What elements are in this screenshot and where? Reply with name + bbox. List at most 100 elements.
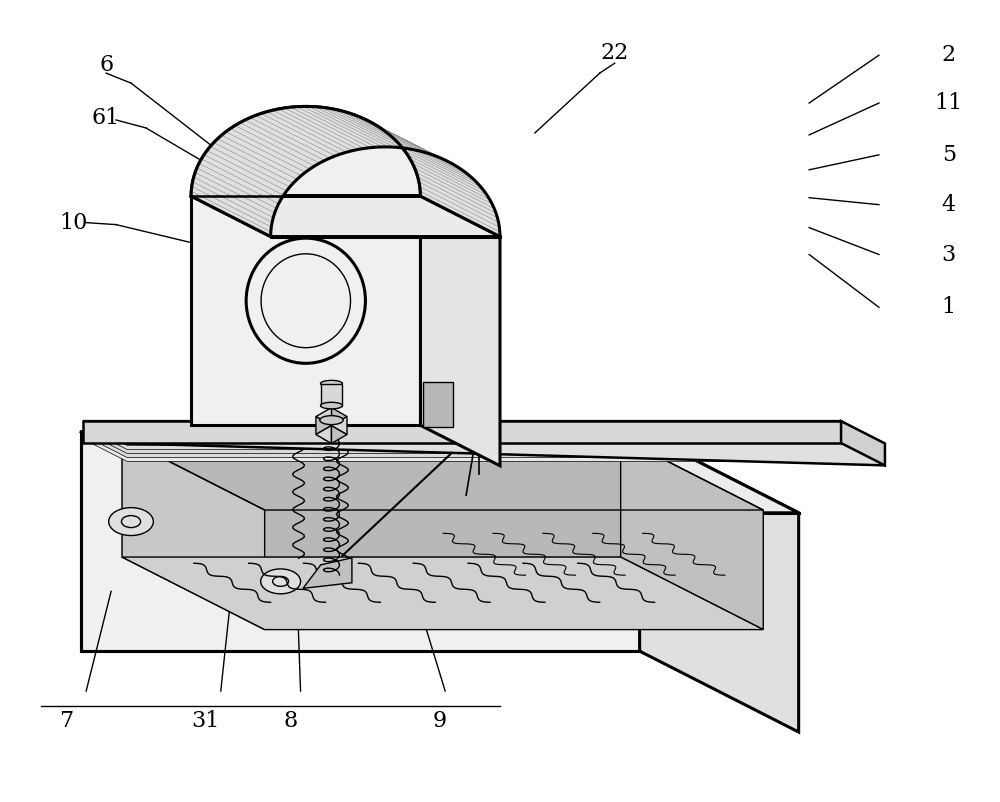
Polygon shape <box>309 107 394 148</box>
Ellipse shape <box>321 403 342 409</box>
Polygon shape <box>841 423 885 449</box>
Polygon shape <box>420 196 500 466</box>
Polygon shape <box>191 107 420 196</box>
Polygon shape <box>386 132 470 176</box>
Polygon shape <box>192 182 272 227</box>
Polygon shape <box>191 192 271 237</box>
Text: 4: 4 <box>942 193 956 216</box>
Text: 2: 2 <box>942 44 956 67</box>
Polygon shape <box>320 383 342 406</box>
Polygon shape <box>83 427 885 449</box>
Polygon shape <box>230 126 315 169</box>
Polygon shape <box>204 151 287 195</box>
Polygon shape <box>350 113 435 156</box>
Polygon shape <box>327 108 413 149</box>
Polygon shape <box>381 128 465 172</box>
Text: 3: 3 <box>942 244 956 265</box>
Polygon shape <box>222 132 305 176</box>
Polygon shape <box>367 120 451 163</box>
Polygon shape <box>413 164 494 209</box>
Text: 9: 9 <box>433 710 447 732</box>
Text: 61: 61 <box>92 107 120 129</box>
Polygon shape <box>420 187 500 232</box>
Polygon shape <box>372 123 456 166</box>
Polygon shape <box>331 426 347 444</box>
Polygon shape <box>415 168 496 213</box>
Text: 5: 5 <box>942 144 956 166</box>
Polygon shape <box>218 136 301 180</box>
Polygon shape <box>356 115 441 158</box>
Polygon shape <box>226 128 310 172</box>
Polygon shape <box>83 423 885 445</box>
Polygon shape <box>291 107 376 148</box>
Text: 22: 22 <box>601 43 629 64</box>
Polygon shape <box>408 155 490 200</box>
Polygon shape <box>83 427 841 431</box>
Polygon shape <box>199 159 281 204</box>
Polygon shape <box>81 432 640 651</box>
Polygon shape <box>256 113 341 156</box>
Ellipse shape <box>321 380 342 387</box>
Polygon shape <box>419 182 499 227</box>
Polygon shape <box>285 107 370 148</box>
Polygon shape <box>83 431 885 453</box>
Text: 31: 31 <box>192 710 220 732</box>
Polygon shape <box>303 558 352 589</box>
Polygon shape <box>83 423 841 427</box>
Polygon shape <box>394 139 477 183</box>
Text: 1: 1 <box>942 296 956 318</box>
Polygon shape <box>841 427 885 453</box>
Polygon shape <box>279 108 364 149</box>
Polygon shape <box>240 120 324 163</box>
Polygon shape <box>245 118 330 160</box>
Polygon shape <box>398 143 481 187</box>
Polygon shape <box>191 196 420 425</box>
Polygon shape <box>207 147 290 191</box>
Polygon shape <box>339 110 424 152</box>
Polygon shape <box>315 107 401 148</box>
Ellipse shape <box>109 508 153 536</box>
Polygon shape <box>235 123 319 166</box>
Polygon shape <box>83 435 885 457</box>
Polygon shape <box>390 136 474 180</box>
Polygon shape <box>841 421 885 465</box>
Polygon shape <box>191 196 500 237</box>
Polygon shape <box>267 110 352 152</box>
Polygon shape <box>122 557 763 630</box>
Polygon shape <box>321 107 407 148</box>
Polygon shape <box>195 168 276 213</box>
Polygon shape <box>214 139 297 183</box>
Polygon shape <box>210 143 293 187</box>
Text: 10: 10 <box>59 212 87 233</box>
Polygon shape <box>841 431 885 457</box>
Polygon shape <box>197 164 279 209</box>
Polygon shape <box>83 439 885 461</box>
Polygon shape <box>405 151 487 195</box>
Polygon shape <box>297 107 382 148</box>
Polygon shape <box>418 177 499 222</box>
Polygon shape <box>250 115 335 158</box>
Text: 11: 11 <box>935 92 963 114</box>
Polygon shape <box>640 432 799 732</box>
Polygon shape <box>331 416 347 435</box>
Polygon shape <box>201 155 284 200</box>
Polygon shape <box>331 407 347 426</box>
Polygon shape <box>316 416 331 435</box>
Polygon shape <box>377 126 461 169</box>
Polygon shape <box>621 437 763 630</box>
Polygon shape <box>841 435 885 461</box>
Polygon shape <box>83 431 841 435</box>
Polygon shape <box>191 187 271 232</box>
Polygon shape <box>122 437 265 630</box>
Ellipse shape <box>320 415 343 424</box>
Polygon shape <box>423 382 453 427</box>
Ellipse shape <box>261 569 301 593</box>
Text: 8: 8 <box>283 710 298 732</box>
Polygon shape <box>83 421 841 443</box>
Polygon shape <box>361 118 446 160</box>
Polygon shape <box>273 109 358 151</box>
Polygon shape <box>345 111 430 154</box>
Polygon shape <box>410 159 492 204</box>
Text: 6: 6 <box>99 55 113 76</box>
Polygon shape <box>261 111 346 154</box>
